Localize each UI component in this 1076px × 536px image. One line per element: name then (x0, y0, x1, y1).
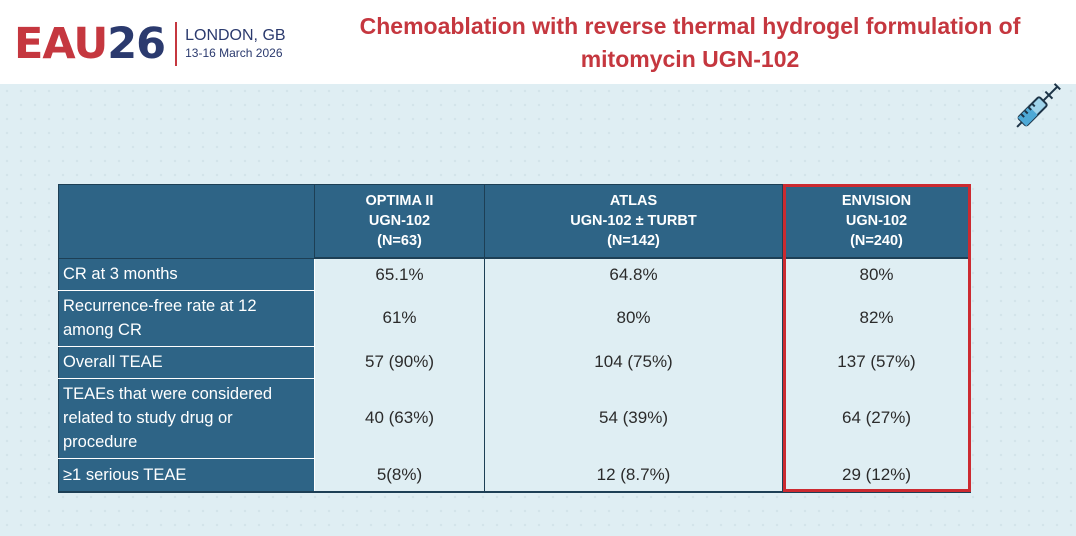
slide-title-line2: mitomycin UGN-102 (580, 46, 800, 72)
slide-title-line1: Chemoablation with reverse thermal hydro… (359, 13, 1021, 39)
table-cell: 54 (39%) (484, 378, 783, 458)
table-cell: 57 (90%) (314, 346, 485, 378)
table-cell: 82% (782, 290, 971, 346)
column-header-optima: OPTIMA II UGN-102 (N=63) (314, 184, 485, 259)
table-header-row: OPTIMA II UGN-102 (N=63) ATLAS UGN-102 ±… (58, 184, 971, 259)
logo-divider (175, 22, 178, 66)
column-name: ENVISION (841, 193, 912, 209)
eau26-logo: EAU 26 LONDON, GB 13-16 March 2026 (14, 18, 286, 70)
table-row: CR at 3 months 65.1% 64.8% 80% (58, 257, 971, 291)
row-label: ≥1 serious TEAE (58, 457, 315, 493)
column-name: OPTIMA II (365, 193, 434, 209)
table-cell: 64.8% (484, 257, 783, 290)
table-row: TEAEs that were considered related to st… (58, 377, 971, 459)
column-n: (N=63) (377, 233, 422, 249)
column-n: (N=240) (850, 233, 903, 249)
table-cell: 5(8%) (314, 458, 485, 493)
row-label: CR at 3 months (58, 257, 315, 291)
table-cell: 104 (75%) (484, 346, 783, 378)
column-sub: UGN-102 (845, 213, 908, 229)
table-cell: 64 (27%) (782, 378, 971, 458)
column-n: (N=142) (607, 233, 660, 249)
table-row: Overall TEAE 57 (90%) 104 (75%) 137 (57%… (58, 345, 971, 379)
column-sub: UGN-102 ± TURBT (570, 213, 697, 229)
table-cell: 80% (484, 290, 783, 346)
table-cell: 65.1% (314, 257, 485, 290)
results-table: OPTIMA II UGN-102 (N=63) ATLAS UGN-102 ±… (58, 184, 971, 493)
column-name: ATLAS (609, 193, 658, 209)
column-header-envision: ENVISION UGN-102 (N=240) (782, 184, 971, 259)
logo-city: LONDON, GB (185, 26, 286, 44)
table-cell: 80% (782, 257, 971, 290)
logo-meta: LONDON, GB 13-16 March 2026 (185, 27, 285, 61)
row-label: Overall TEAE (58, 345, 315, 379)
table-row: Recurrence-free rate at 12 among CR 61% … (58, 289, 971, 347)
logo-dates: 13-16 March 2026 (185, 46, 283, 61)
column-header-atlas: ATLAS UGN-102 ± TURBT (N=142) (484, 184, 783, 259)
logo-brand-right: 26 (107, 19, 166, 69)
column-sub: UGN-102 (368, 213, 431, 229)
slide-title: Chemoablation with reverse thermal hydro… (318, 10, 1062, 76)
table-cell: 61% (314, 290, 485, 346)
table-row: ≥1 serious TEAE 5(8%) 12 (8.7%) 29 (12%) (58, 457, 971, 493)
table-cell: 29 (12%) (782, 458, 971, 493)
slide-header: EAU 26 LONDON, GB 13-16 March 2026 Chemo… (0, 0, 1076, 84)
table-header-corner (58, 184, 315, 259)
table-cell: 12 (8.7%) (484, 458, 783, 493)
logo-brand-left: EAU (14, 19, 108, 69)
syringe-icon (1016, 83, 1061, 128)
table-cell: 40 (63%) (314, 378, 485, 458)
row-label: TEAEs that were considered related to st… (58, 377, 315, 459)
table-cell: 137 (57%) (782, 346, 971, 378)
row-label: Recurrence-free rate at 12 among CR (58, 289, 315, 347)
